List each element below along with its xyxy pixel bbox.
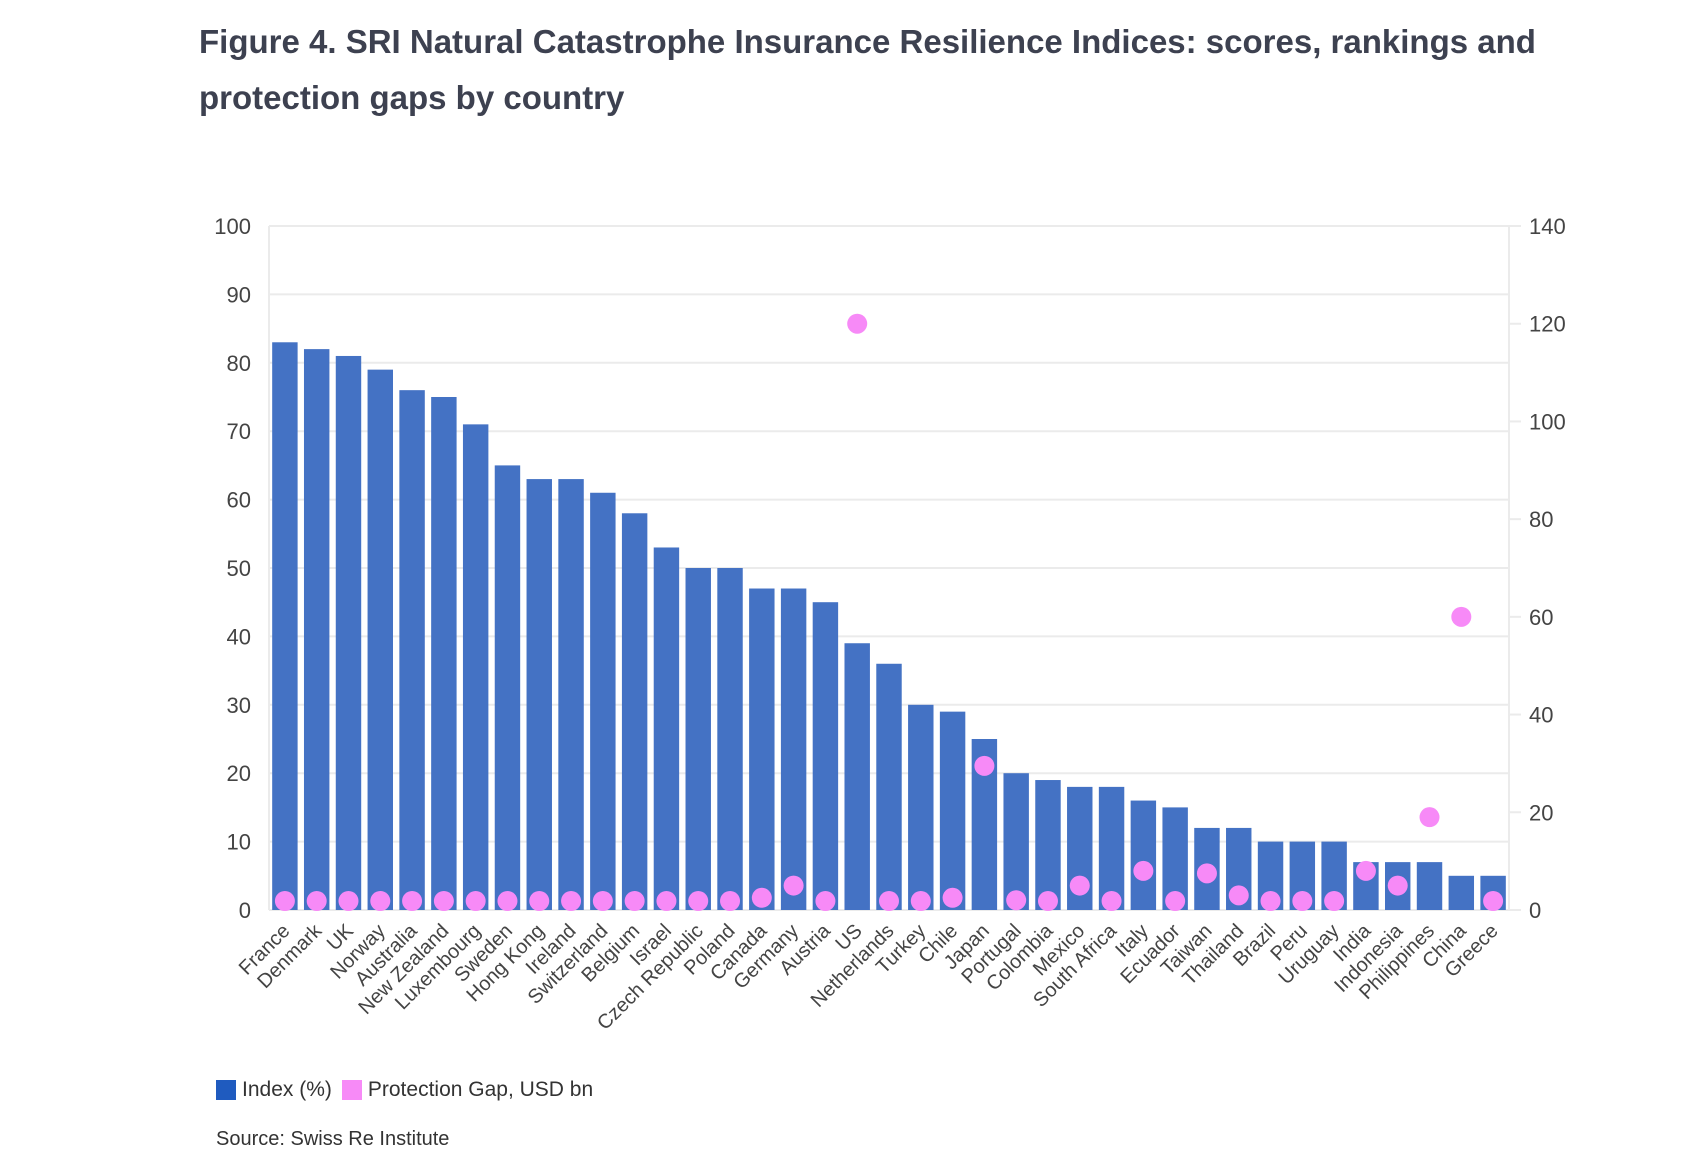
bar-new-zealand bbox=[431, 397, 457, 910]
y-left-tick-label: 10 bbox=[227, 830, 251, 855]
legend-label-index: Index (%) bbox=[242, 1078, 332, 1101]
gap-point-indonesia bbox=[1387, 875, 1408, 896]
bar-colombia bbox=[1035, 780, 1061, 910]
gap-point-new-zealand bbox=[433, 891, 454, 911]
bar-portugal bbox=[1003, 773, 1029, 910]
bar-italy bbox=[1130, 800, 1157, 910]
y-right-tick-label: 80 bbox=[1529, 507, 1553, 532]
y-left-tick-label: 90 bbox=[227, 282, 251, 307]
gap-point-israel bbox=[656, 891, 677, 911]
y-right-tick-label: 20 bbox=[1529, 800, 1553, 825]
gap-point-uk bbox=[338, 891, 359, 911]
bar-switzerland bbox=[590, 492, 616, 910]
gap-point-ecuador bbox=[1165, 891, 1186, 911]
gap-point-taiwan bbox=[1196, 863, 1217, 884]
gap-point-thailand bbox=[1228, 885, 1249, 906]
legend-label-gap: Protection Gap, USD bn bbox=[367, 1078, 594, 1101]
gap-point-south-africa bbox=[1101, 891, 1122, 911]
gap-point-hong-kong bbox=[529, 891, 550, 911]
gap-point-norway bbox=[370, 891, 391, 911]
gap-point-luxembourg bbox=[465, 891, 486, 911]
gap-point-czech-republic bbox=[688, 891, 709, 911]
bar-sweden bbox=[494, 465, 521, 910]
gap-point-belgium bbox=[624, 891, 645, 911]
y-right-tick-label: 120 bbox=[1529, 312, 1566, 337]
y-left-tick-label: 0 bbox=[239, 898, 251, 923]
bar-australia bbox=[399, 390, 425, 910]
bar-france bbox=[272, 342, 298, 910]
gap-point-peru bbox=[1292, 891, 1313, 911]
gap-point-greece bbox=[1483, 891, 1504, 911]
bar-canada bbox=[749, 588, 775, 910]
y-left-tick-label: 80 bbox=[227, 351, 251, 376]
bar-israel bbox=[653, 547, 680, 910]
bar-us bbox=[844, 643, 870, 910]
legend-swatch-index bbox=[216, 1080, 236, 1100]
y-left-tick-label: 20 bbox=[227, 761, 251, 786]
bar-china bbox=[1448, 875, 1475, 910]
bar-netherlands bbox=[876, 663, 902, 910]
y-left-tick-label: 100 bbox=[214, 214, 251, 239]
y-right-tick-label: 40 bbox=[1529, 703, 1553, 728]
gap-point-france bbox=[274, 891, 295, 911]
gap-point-australia bbox=[402, 891, 423, 911]
gap-point-switzerland bbox=[592, 891, 613, 911]
y-left-tick-label: 40 bbox=[227, 624, 251, 649]
gap-point-chile bbox=[942, 887, 963, 908]
gap-point-colombia bbox=[1037, 891, 1058, 911]
gap-point-mexico bbox=[1069, 875, 1090, 896]
y-left-tick-label: 50 bbox=[227, 556, 251, 581]
gap-point-japan bbox=[974, 755, 995, 776]
y-left-tick-label: 70 bbox=[227, 419, 251, 444]
y-right-tick-label: 100 bbox=[1529, 409, 1566, 434]
bar-poland bbox=[717, 568, 743, 910]
bar-philippines bbox=[1416, 862, 1443, 910]
bar-belgium bbox=[621, 513, 648, 910]
bar-czech-republic bbox=[685, 568, 711, 910]
gap-point-netherlands bbox=[879, 891, 899, 911]
y-left-tick-label: 30 bbox=[227, 693, 251, 718]
bar-chile bbox=[939, 711, 966, 910]
gap-point-sweden bbox=[497, 891, 518, 911]
y-right-tick-label: 0 bbox=[1529, 898, 1541, 923]
y-left-tick-label: 60 bbox=[227, 488, 251, 513]
gap-point-india bbox=[1355, 860, 1376, 881]
chart-title: Figure 4. SRI Natural Catastrophe Insura… bbox=[199, 23, 1536, 116]
y-right-tick-label: 60 bbox=[1529, 605, 1553, 630]
bar-south-africa bbox=[1098, 786, 1125, 910]
bar-austria bbox=[812, 602, 839, 910]
bar-germany bbox=[780, 588, 807, 910]
gap-point-poland bbox=[720, 891, 741, 911]
bar-denmark bbox=[303, 349, 330, 910]
gap-point-canada bbox=[751, 887, 772, 908]
gap-point-denmark bbox=[306, 891, 327, 911]
bar-ireland bbox=[558, 479, 584, 910]
bar-turkey bbox=[908, 704, 934, 910]
legend-swatch-gap bbox=[341, 1080, 362, 1100]
gap-point-china bbox=[1451, 606, 1472, 627]
legend: Index (%) Protection Gap, USD bn bbox=[216, 1078, 593, 1102]
y-right-tick-label: 140 bbox=[1529, 214, 1566, 239]
gap-point-uruguay bbox=[1324, 891, 1345, 911]
gap-point-italy bbox=[1133, 860, 1154, 881]
gap-point-us bbox=[847, 313, 868, 334]
source-note: Source: Swiss Re Institute bbox=[216, 1128, 450, 1150]
gap-point-philippines bbox=[1419, 807, 1440, 828]
gap-point-germany bbox=[783, 875, 804, 896]
gap-point-portugal bbox=[1006, 890, 1027, 911]
bar-norway bbox=[367, 369, 393, 910]
gap-point-austria bbox=[815, 891, 836, 911]
gap-point-turkey bbox=[910, 891, 931, 911]
gap-point-ireland bbox=[561, 891, 582, 911]
bar-luxembourg bbox=[462, 424, 489, 910]
gap-point-brazil bbox=[1260, 891, 1281, 911]
bar-hong-kong bbox=[526, 479, 552, 910]
bar-uk bbox=[335, 355, 362, 911]
